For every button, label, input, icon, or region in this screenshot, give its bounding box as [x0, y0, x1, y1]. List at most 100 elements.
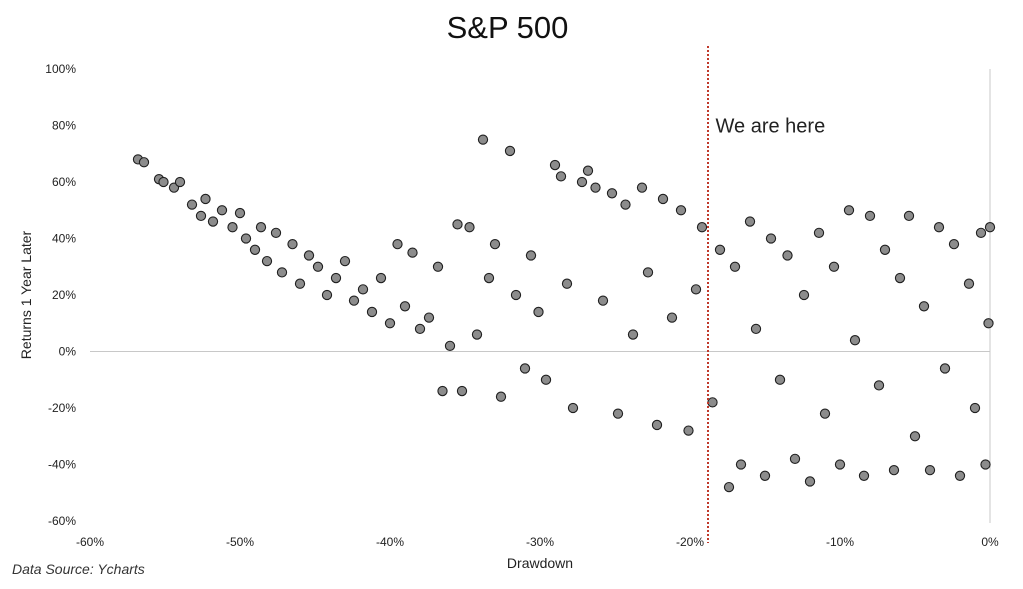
- data-point: [804, 476, 816, 487]
- x-tick-label: 0%: [981, 535, 999, 549]
- data-point: [983, 318, 994, 329]
- data-point: [423, 312, 435, 323]
- data-point: [888, 464, 900, 476]
- data-point: [138, 157, 150, 168]
- data-point: [227, 222, 238, 233]
- data-point: [303, 250, 315, 261]
- data-point: [357, 284, 369, 295]
- data-point: [477, 134, 489, 145]
- data-point: [707, 397, 718, 408]
- data-point: [894, 272, 906, 284]
- y-tick-label: -60%: [48, 514, 76, 528]
- data-point: [375, 272, 387, 284]
- data-point: [561, 278, 573, 289]
- data-point: [789, 453, 801, 464]
- data-point: [392, 238, 403, 250]
- data-point: [984, 222, 996, 233]
- data-point: [690, 284, 702, 295]
- data-point: [828, 261, 840, 272]
- x-tick-label: -30%: [526, 535, 554, 549]
- data-point: [627, 329, 639, 340]
- x-tick-label: -20%: [676, 535, 704, 549]
- data-point: [597, 295, 609, 306]
- data-point: [519, 363, 531, 374]
- data-point: [759, 470, 771, 481]
- data-point: [555, 171, 567, 182]
- data-point: [287, 238, 298, 250]
- data-point: [567, 402, 579, 414]
- data-point: [590, 182, 601, 193]
- data-point: [533, 306, 544, 318]
- data-point: [249, 244, 261, 255]
- x-tick-label: -50%: [226, 535, 254, 549]
- data-point: [969, 402, 981, 414]
- data-point: [918, 301, 930, 312]
- points-layer: [132, 134, 996, 493]
- data-point: [234, 207, 246, 219]
- data-point: [924, 464, 936, 476]
- data-point: [261, 255, 273, 267]
- data-point: [471, 329, 483, 340]
- data-point: [321, 289, 333, 301]
- data-point: [642, 267, 654, 278]
- y-tick-label: 40%: [52, 232, 76, 246]
- data-point: [858, 470, 870, 481]
- data-point: [843, 205, 855, 216]
- data-point: [510, 289, 522, 301]
- data-point: [819, 408, 831, 419]
- data-point: [444, 340, 456, 351]
- data-point: [399, 301, 411, 312]
- data-point: [879, 244, 891, 255]
- data-point: [339, 255, 351, 267]
- data-point: [980, 459, 991, 470]
- data-point: [294, 278, 306, 289]
- data-point: [437, 385, 448, 397]
- x-axis-label: Drawdown: [507, 555, 573, 571]
- data-point: [207, 216, 219, 227]
- data-point: [834, 459, 846, 470]
- data-point: [864, 210, 876, 222]
- data-point: [657, 193, 669, 205]
- data-point: [407, 247, 418, 258]
- data-point: [636, 182, 648, 193]
- data-point: [774, 374, 786, 385]
- data-point: [414, 323, 426, 335]
- y-tick-label: 0%: [59, 345, 77, 359]
- x-tick-label: -60%: [76, 535, 104, 549]
- data-point: [909, 431, 921, 442]
- data-point: [948, 238, 960, 250]
- data-point: [312, 261, 324, 272]
- data-point: [348, 295, 360, 306]
- data-point: [714, 244, 726, 255]
- data-point: [606, 188, 618, 199]
- data-point: [954, 470, 966, 481]
- data-point: [174, 176, 186, 188]
- data-point: [216, 205, 228, 216]
- data-point: [195, 210, 207, 222]
- data-point: [456, 385, 468, 397]
- data-point: [675, 205, 687, 216]
- annotation-layer: We are here: [707, 46, 825, 543]
- data-point: [276, 267, 288, 278]
- data-point: [782, 250, 793, 261]
- data-point: [330, 272, 342, 284]
- data-point: [483, 272, 495, 284]
- data-point: [798, 289, 810, 301]
- data-point: [158, 176, 169, 188]
- data-point: [452, 219, 463, 230]
- data-point: [270, 227, 282, 238]
- axes-layer: -60% -50% -40% -30% -20% -10% 0% 100% 80% 60% 40% 2…: [18, 62, 999, 571]
- data-point: [549, 159, 561, 171]
- data-point: [540, 374, 552, 385]
- data-point: [696, 222, 708, 233]
- data-point: [464, 222, 475, 233]
- data-source-note: Data Source: Ycharts: [12, 561, 145, 577]
- data-point: [963, 278, 975, 289]
- data-point: [939, 363, 951, 374]
- y-tick-label: -20%: [48, 401, 76, 415]
- chart-title: S&P 500: [446, 10, 569, 45]
- data-point: [384, 318, 396, 329]
- data-point: [683, 425, 694, 436]
- data-point: [849, 335, 861, 346]
